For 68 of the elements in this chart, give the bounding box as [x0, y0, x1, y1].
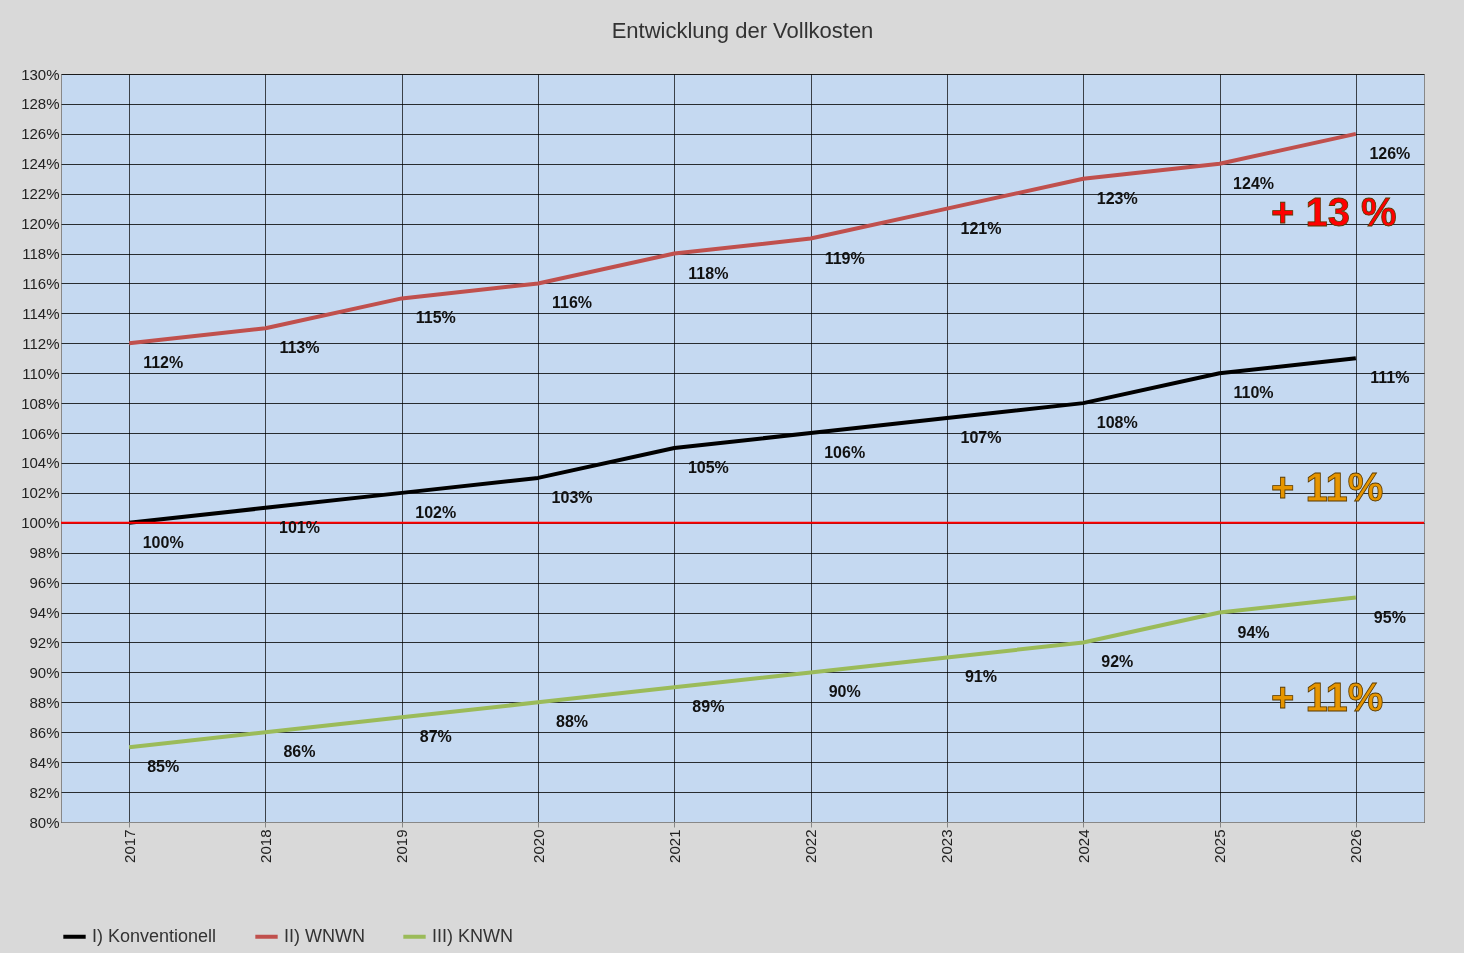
y-tick-label: 84%: [29, 753, 60, 771]
data-label: 86%: [283, 743, 316, 761]
x-tick-label: 2024: [1074, 829, 1092, 863]
y-tick-label: 118%: [22, 245, 60, 263]
data-label: 115%: [415, 309, 456, 327]
y-tick-label: 98%: [29, 544, 60, 562]
y-tick-label: 130%: [21, 65, 60, 83]
y-tick-label: 114%: [22, 304, 60, 322]
y-tick-label: 96%: [29, 574, 60, 592]
data-label: 111%: [1370, 369, 1410, 387]
data-label: 100%: [142, 533, 184, 551]
data-label: 112%: [143, 354, 184, 372]
data-label: 89%: [692, 698, 725, 716]
legend-label: I) Konventionell: [92, 925, 217, 946]
data-label: 118%: [688, 264, 729, 282]
x-tick-label: 2022: [802, 829, 820, 863]
data-label: 126%: [1369, 144, 1411, 162]
data-label: 124%: [1233, 174, 1275, 192]
x-tick-label: 2023: [938, 829, 956, 863]
data-label: 116%: [552, 294, 593, 312]
x-tick-label: 2025: [1211, 829, 1229, 863]
y-tick-label: 82%: [29, 783, 60, 801]
y-tick-label: 104%: [21, 454, 60, 472]
data-label: 101%: [278, 518, 320, 536]
annotation: + 13 %: [1271, 190, 1397, 234]
data-label: 113%: [279, 339, 320, 357]
data-label: 90%: [828, 683, 861, 701]
y-tick-label: 128%: [21, 95, 60, 113]
y-tick-label: 86%: [29, 723, 60, 741]
data-label: 107%: [960, 429, 1002, 447]
data-label: 92%: [1101, 653, 1134, 671]
data-label: 105%: [687, 459, 729, 476]
y-tick-label: 90%: [29, 663, 60, 681]
y-tick-label: 80%: [29, 813, 60, 831]
data-label: 91%: [964, 668, 997, 686]
x-tick-label: 2018: [256, 829, 274, 863]
chart-title: Entwicklung der Vollkosten: [611, 18, 874, 43]
data-label: 94%: [1237, 623, 1270, 641]
x-tick-label: 2026: [1347, 829, 1365, 863]
x-tick-label: 2019: [393, 829, 411, 863]
data-label: 85%: [147, 758, 180, 776]
y-tick-label: 110%: [22, 364, 60, 382]
y-tick-label: 126%: [21, 125, 60, 143]
y-tick-label: 124%: [21, 155, 60, 173]
data-label: 87%: [419, 728, 452, 746]
y-tick-label: 92%: [29, 633, 60, 651]
legend-label: III) KNWN: [432, 925, 513, 946]
data-label: 103%: [551, 488, 593, 506]
y-tick-label: 88%: [29, 693, 60, 711]
y-tick-label: 94%: [29, 604, 60, 622]
y-tick-label: 106%: [21, 424, 60, 442]
x-tick-label: 2017: [120, 829, 138, 863]
y-tick-label: 116%: [22, 274, 60, 292]
y-tick-label: 100%: [21, 514, 60, 532]
data-label: 102%: [415, 503, 457, 521]
y-tick-label: 120%: [21, 215, 60, 233]
data-label: 123%: [1096, 189, 1138, 207]
y-tick-label: 108%: [21, 394, 60, 412]
data-label: 88%: [556, 713, 589, 731]
y-tick-label: 122%: [21, 185, 60, 203]
x-tick-label: 2021: [665, 829, 683, 863]
y-tick-label: 102%: [21, 484, 60, 502]
data-label: 108%: [1096, 414, 1138, 432]
data-label: 106%: [824, 444, 866, 462]
x-tick-label: 2020: [529, 829, 547, 863]
y-tick-label: 112%: [22, 334, 60, 352]
data-label: 110%: [1233, 384, 1274, 402]
legend-label: II) WNWN: [284, 925, 365, 946]
